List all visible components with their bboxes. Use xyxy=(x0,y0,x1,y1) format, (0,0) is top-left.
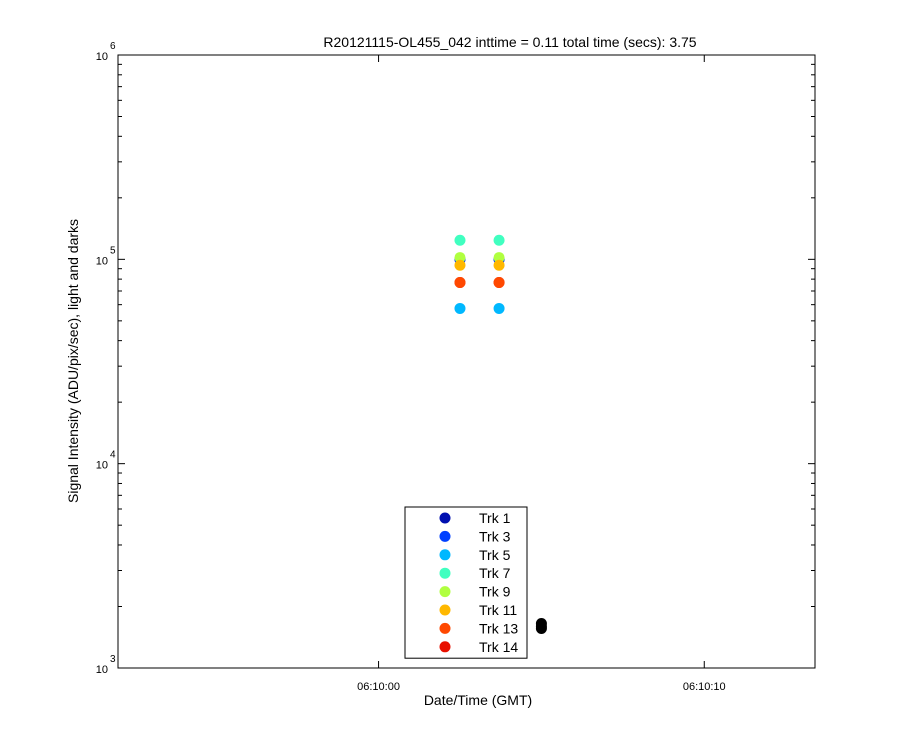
legend-marker xyxy=(439,567,451,579)
y-tick-base: 10 xyxy=(96,255,108,267)
data-point xyxy=(493,302,505,314)
legend-marker xyxy=(439,512,451,524)
chart-title: R20121115-OL455_042 inttime = 0.11 total… xyxy=(323,34,696,50)
data-point xyxy=(493,259,505,271)
legend-marker xyxy=(439,586,451,598)
data-point xyxy=(454,234,466,246)
legend-marker xyxy=(439,622,451,634)
y-tick-exponent: 4 xyxy=(110,450,116,461)
legend-label: Trk 5 xyxy=(479,547,511,563)
y-tick-exponent: 5 xyxy=(110,245,116,256)
legend-marker xyxy=(439,641,451,653)
y-tick-base: 10 xyxy=(96,664,108,676)
legend-label: Trk 14 xyxy=(479,639,518,655)
data-point xyxy=(454,277,466,289)
y-tick-label: 103 xyxy=(96,654,116,676)
legend-marker xyxy=(439,530,451,542)
legend-label: Trk 13 xyxy=(479,620,518,636)
legend-label: Trk 7 xyxy=(479,565,511,581)
y-tick-label: 104 xyxy=(96,450,116,472)
legend-label: Trk 1 xyxy=(479,510,511,526)
legend-box xyxy=(404,506,528,659)
data-point xyxy=(535,623,547,635)
x-tick-label: 06:10:00 xyxy=(357,681,400,693)
y-tick-label: 105 xyxy=(96,245,116,267)
legend-label: Trk 11 xyxy=(479,602,517,618)
legend-label: Trk 3 xyxy=(479,528,511,544)
data-point xyxy=(454,252,466,264)
legend-label: Trk 9 xyxy=(479,584,511,600)
data-point xyxy=(493,252,505,264)
y-tick-base: 10 xyxy=(96,460,108,472)
data-point xyxy=(493,234,505,246)
x-tick-label: 06:10:10 xyxy=(683,681,726,693)
legend-marker xyxy=(439,549,451,561)
y-tick-exponent: 3 xyxy=(110,654,116,665)
data-point xyxy=(454,259,466,271)
data-point xyxy=(454,302,466,314)
y-axis-label: Signal Intensity (ADU/pix/sec), light an… xyxy=(65,219,81,503)
y-tick-base: 10 xyxy=(96,51,108,63)
data-point xyxy=(493,277,505,289)
legend-marker xyxy=(439,604,451,616)
y-tick-label: 106 xyxy=(96,41,116,63)
x-axis-label: Date/Time (GMT) xyxy=(424,692,532,708)
y-tick-exponent: 6 xyxy=(110,41,116,52)
